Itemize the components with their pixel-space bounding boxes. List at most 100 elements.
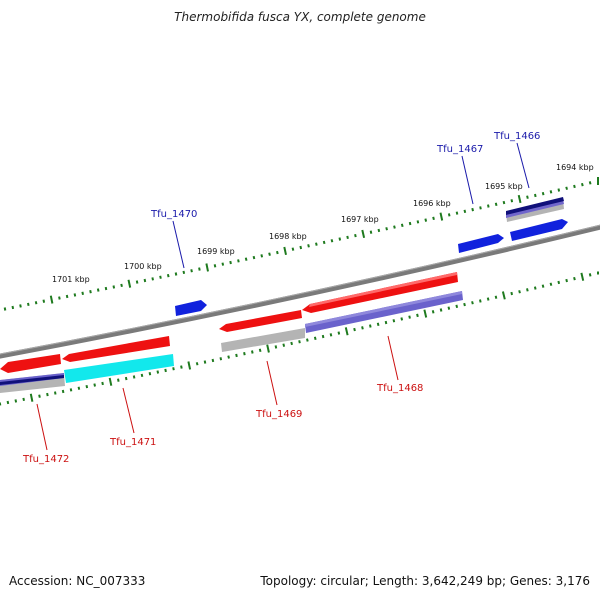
scale-minor-tick	[22, 397, 25, 402]
scale-minor-tick	[290, 341, 293, 346]
scale-minor-tick	[73, 293, 77, 297]
scale-minor-tick	[510, 199, 514, 203]
scale-major-tick	[580, 272, 585, 281]
scale-minor-tick	[338, 237, 342, 241]
scale-minor-tick	[237, 259, 240, 263]
scale-minor-tick	[6, 400, 10, 405]
gene-label-tfu-1467[interactable]: Tfu_1467	[436, 144, 483, 155]
cds-tfu-1469[interactable]	[219, 310, 302, 332]
scale-minor-tick	[400, 317, 404, 321]
scale-minor-tick	[479, 206, 482, 210]
scale-minor-tick	[112, 285, 116, 289]
scale-minor-tick	[541, 191, 545, 196]
gene-labels: Tfu_1466 Tfu_1467 Tfu_1470 Tfu_1468 Tfu_…	[22, 131, 540, 465]
backbone	[0, 224, 600, 359]
scale-minor-tick	[376, 322, 380, 327]
scale-minor-tick	[439, 308, 443, 312]
backbone-line	[0, 224, 600, 359]
kbp-label: 1695 kbp	[485, 182, 523, 191]
cds-tfu-1472[interactable]	[0, 354, 61, 373]
kbp-label: 1694 kbp	[556, 163, 594, 172]
scale-minor-tick	[315, 242, 318, 246]
scale-track-top	[3, 177, 599, 311]
scale-minor-tick	[299, 245, 303, 250]
scale-minor-tick	[377, 228, 381, 233]
cds-tfu-1467[interactable]	[458, 234, 504, 253]
scale-minor-tick	[221, 262, 225, 266]
cds-tfu-1466[interactable]	[510, 219, 568, 241]
scale-minor-tick	[81, 291, 84, 295]
gene-label-tfu-1466[interactable]: Tfu_1466	[493, 131, 540, 142]
scale-minor-tick	[353, 327, 356, 332]
scale-minor-tick	[229, 260, 232, 265]
scale-minor-tick	[384, 320, 388, 325]
scale-minor-tick	[321, 334, 325, 339]
scale-minor-tick	[534, 193, 537, 198]
callout-lines	[36, 142, 530, 451]
scale-minor-tick	[526, 288, 529, 292]
scale-major-tick	[266, 344, 270, 353]
scale-minor-tick	[502, 200, 506, 205]
kbp-label: 1696 kbp	[413, 199, 451, 208]
scale-minor-tick	[96, 288, 100, 292]
scale-minor-tick	[393, 225, 396, 229]
gene-label-tfu-1472[interactable]: Tfu_1472	[22, 454, 69, 465]
scale-major-tick	[29, 393, 34, 402]
scale-minor-tick	[298, 340, 301, 344]
scale-minor-tick	[117, 378, 120, 382]
gene-label-tfu-1471[interactable]: Tfu_1471	[109, 437, 156, 448]
scale-minor-tick	[69, 388, 73, 392]
scale-minor-tick	[219, 357, 223, 361]
scale-minor-tick	[159, 275, 162, 279]
scale-minor-tick	[19, 304, 22, 308]
gene-label-tfu-1468[interactable]: Tfu_1468	[376, 383, 423, 394]
scale-minor-tick	[172, 367, 175, 371]
scale-minor-tick	[140, 373, 144, 378]
scale-minor-tick	[156, 370, 160, 374]
gene-feature-tfu-1466[interactable]	[506, 197, 564, 222]
scale-minor-tick	[27, 302, 30, 307]
scale-minor-tick	[416, 313, 419, 318]
kbp-label: 1701 kbp	[52, 275, 90, 284]
scale-minor-tick	[182, 270, 186, 275]
scale-minor-tick	[244, 257, 248, 261]
scale-minor-tick	[486, 297, 490, 301]
scale-minor-tick	[132, 375, 136, 379]
scale-minor-tick	[346, 235, 349, 240]
scale-minor-tick	[65, 294, 69, 299]
accession-text: Accession: NC_007333	[9, 574, 146, 588]
gene-bar-tfu-1469[interactable]	[221, 328, 305, 352]
scale-minor-tick	[93, 383, 96, 387]
scale-major-tick	[439, 212, 444, 221]
scale-minor-tick	[573, 276, 576, 281]
scale-major-tick	[344, 327, 349, 336]
kbp-label: 1700 kbp	[124, 262, 162, 271]
cds-tfu-1470[interactable]	[175, 300, 207, 316]
scale-minor-tick	[400, 223, 404, 228]
scale-minor-tick	[124, 376, 128, 381]
kbp-label: 1697 kbp	[341, 215, 379, 224]
scale-minor-tick	[549, 190, 553, 194]
scale-minor-tick	[166, 273, 170, 278]
scale-minor-tick	[369, 230, 373, 234]
gene-bar-tfu-1471[interactable]	[64, 354, 174, 383]
kbp-label: 1698 kbp	[269, 232, 307, 241]
gene-label-tfu-1470[interactable]: Tfu_1470	[150, 209, 197, 220]
scale-minor-tick	[104, 286, 108, 291]
page-title: Thermobifida fusca YX, complete genome	[174, 10, 426, 24]
gene-label-tfu-1469[interactable]: Tfu_1469	[255, 409, 302, 420]
scale-minor-tick	[447, 306, 451, 310]
scale-minor-tick	[385, 227, 388, 231]
scale-minor-tick	[431, 310, 435, 314]
scale-minor-tick	[322, 240, 326, 245]
scale-minor-tick	[510, 291, 513, 296]
scale-minor-tick	[101, 381, 104, 386]
scale-minor-tick	[46, 392, 49, 397]
scale-minor-tick	[58, 296, 61, 300]
scale-minor-tick	[557, 280, 561, 285]
scale-minor-tick	[198, 267, 201, 271]
scale-minor-tick	[180, 365, 183, 369]
scale-minor-tick	[89, 290, 92, 294]
cds-tfu-1471[interactable]	[62, 336, 170, 362]
